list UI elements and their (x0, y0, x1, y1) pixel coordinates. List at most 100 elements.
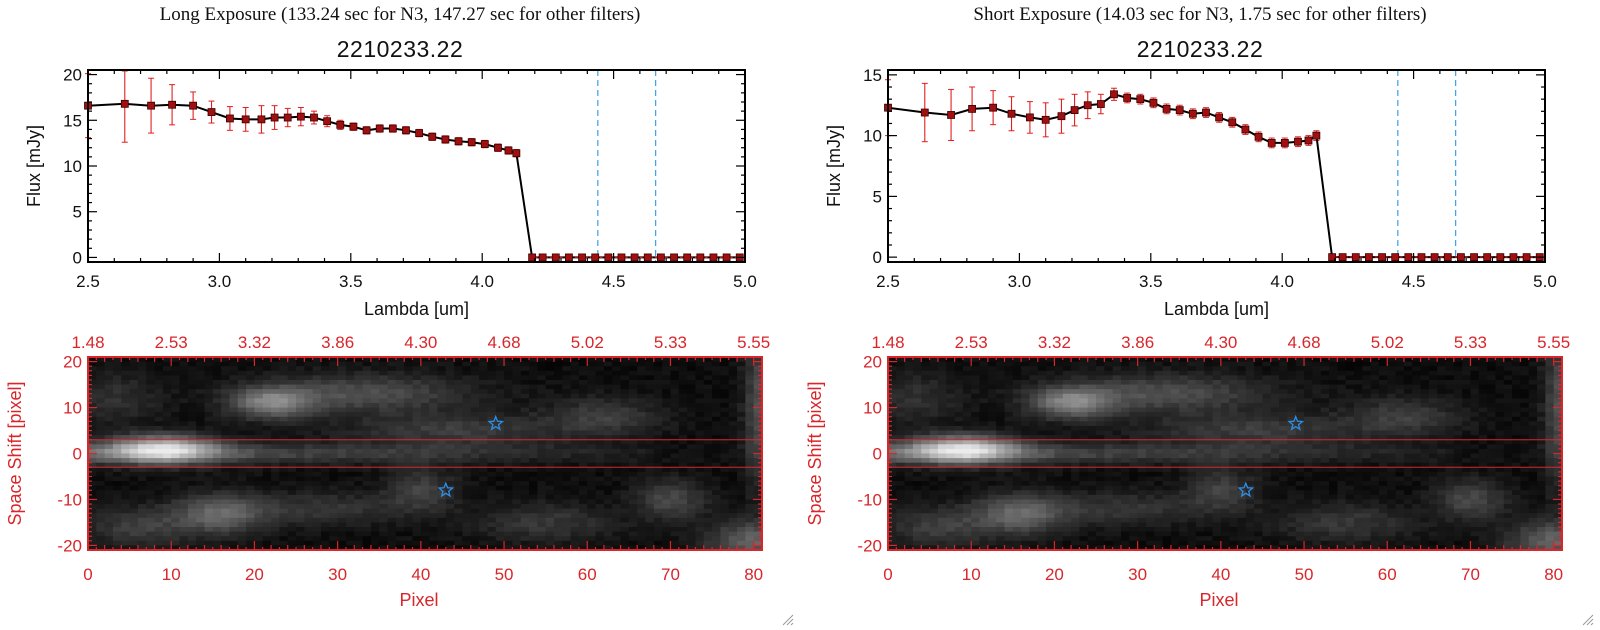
image-pixel (720, 444, 730, 450)
image-pixel (728, 430, 738, 436)
image-pixel (504, 379, 513, 386)
image-pixel (88, 384, 97, 390)
image-pixel (1279, 389, 1289, 395)
image-pixel (187, 375, 197, 381)
image-pixel (379, 448, 389, 455)
image-pixel (404, 370, 414, 376)
image-pixel (229, 540, 239, 547)
image-pixel (229, 389, 239, 395)
image-pixel (437, 439, 447, 445)
image-pixel (246, 407, 256, 413)
image-pixel (637, 462, 647, 468)
image-pixel (603, 481, 613, 487)
image-pixel (154, 462, 164, 468)
image-pixel (296, 540, 305, 547)
image-pixel (1254, 375, 1264, 381)
image-pixel (279, 471, 289, 478)
image-pixel (620, 375, 630, 381)
image-pixel (545, 448, 555, 455)
image-pixel (212, 366, 222, 372)
image-pixel (304, 508, 314, 514)
image-pixel (279, 398, 289, 404)
image-pixel (204, 444, 214, 450)
image-pixel (537, 448, 547, 455)
image-pixel (987, 366, 997, 372)
image-pixel (720, 361, 730, 367)
image-pixel (678, 485, 688, 491)
image-pixel (354, 407, 364, 413)
image-pixel (495, 361, 505, 367)
image-pixel (379, 366, 389, 372)
image-pixel (204, 504, 214, 510)
image-pixel (412, 375, 422, 381)
image-pixel (712, 421, 721, 427)
image-pixel (678, 494, 688, 501)
image-pixel (329, 425, 339, 432)
resize-grip-icon[interactable] (782, 614, 794, 626)
image-pixel (595, 467, 605, 473)
x-tick-label: 3.5 (339, 272, 363, 291)
image-pixel (888, 370, 897, 376)
image-pixel (395, 421, 405, 427)
image-pixel (1295, 389, 1305, 395)
image-pixel (137, 462, 147, 468)
image-pixel (154, 407, 164, 413)
image-pixel (237, 366, 247, 372)
image-pixel (104, 444, 114, 450)
image-pixel (337, 471, 347, 478)
image-pixel (221, 425, 231, 432)
image-pixel (271, 462, 280, 468)
image-pixel (954, 384, 964, 390)
image-pixel (1054, 393, 1064, 399)
image-pixel (703, 448, 713, 455)
image-pixel (229, 536, 239, 542)
image-pixel (445, 370, 455, 376)
image-pixel (703, 412, 713, 418)
image-pixel (1087, 384, 1097, 390)
image-pixel (1220, 357, 1230, 363)
image-pixel (320, 517, 330, 524)
image-pixel (246, 357, 256, 363)
data-point (1338, 253, 1347, 262)
image-pixel (387, 517, 397, 524)
image-pixel (429, 476, 439, 482)
image-pixel (104, 416, 114, 422)
image-pixel (329, 462, 339, 468)
image-pixel (1279, 357, 1289, 363)
image-pixel (304, 448, 314, 455)
image-pixel (662, 384, 672, 390)
image-pixel (1254, 393, 1264, 399)
image-pixel (437, 517, 447, 524)
image-pixel (137, 421, 147, 427)
image-pixel (645, 467, 655, 473)
image-pixel (395, 398, 405, 404)
image-pixel (1120, 393, 1130, 399)
image-pixel (996, 375, 1006, 381)
image-pixel (1212, 357, 1222, 363)
image-pixel (1295, 393, 1305, 399)
image-pixel (420, 527, 430, 533)
image-pixel (1503, 379, 1513, 386)
image-pixel (179, 467, 189, 473)
image-pixel (337, 462, 347, 468)
image-pixel (1295, 379, 1305, 386)
image-pixel (187, 425, 197, 432)
image-pixel (304, 545, 314, 551)
image-pixel (512, 357, 522, 363)
image-pixel (121, 536, 131, 542)
image-pixel (929, 366, 939, 372)
image-pixel (612, 453, 622, 459)
image-pixel (520, 448, 530, 455)
image-pixel (454, 435, 464, 441)
image-pixel (562, 545, 572, 551)
image-pixel (512, 407, 522, 413)
image-pixel (1478, 379, 1488, 386)
image-pixel (262, 412, 272, 418)
image-pixel (504, 357, 513, 363)
image-pixel (362, 522, 372, 528)
image-pixel (370, 370, 380, 376)
image-pixel (187, 462, 197, 468)
image-pixel (487, 462, 497, 468)
image-pixel (462, 490, 472, 496)
image-pixel (296, 513, 305, 519)
